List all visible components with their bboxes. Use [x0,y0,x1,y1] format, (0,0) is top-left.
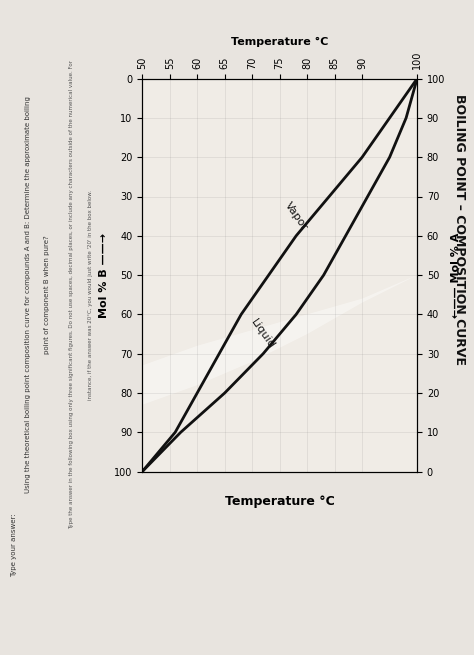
X-axis label: Temperature °C: Temperature °C [231,37,328,47]
Text: Type your answer:: Type your answer: [11,514,17,578]
Y-axis label: Mol % B ——→: Mol % B ——→ [99,233,109,318]
Text: Liquid: Liquid [249,317,277,351]
Text: Type the answer in the following box using only three significant figures. Do no: Type the answer in the following box usi… [69,60,73,529]
Text: instance, if the answer was 20°C, you would just write '20' in the box below.: instance, if the answer was 20°C, you wo… [88,190,92,400]
Text: Vapor: Vapor [283,200,310,232]
Text: Temperature °C: Temperature °C [225,495,335,508]
Text: BOILING POINT – COMPOSITION CURVE: BOILING POINT – COMPOSITION CURVE [453,94,466,365]
Text: point of component B when pure?: point of component B when pure? [45,235,50,354]
Y-axis label: ←—— Mol % A: ←—— Mol % A [451,233,461,318]
Text: Using the theoretical boiling point composition curve for compounds A and B: Det: Using the theoretical boiling point comp… [26,96,31,493]
